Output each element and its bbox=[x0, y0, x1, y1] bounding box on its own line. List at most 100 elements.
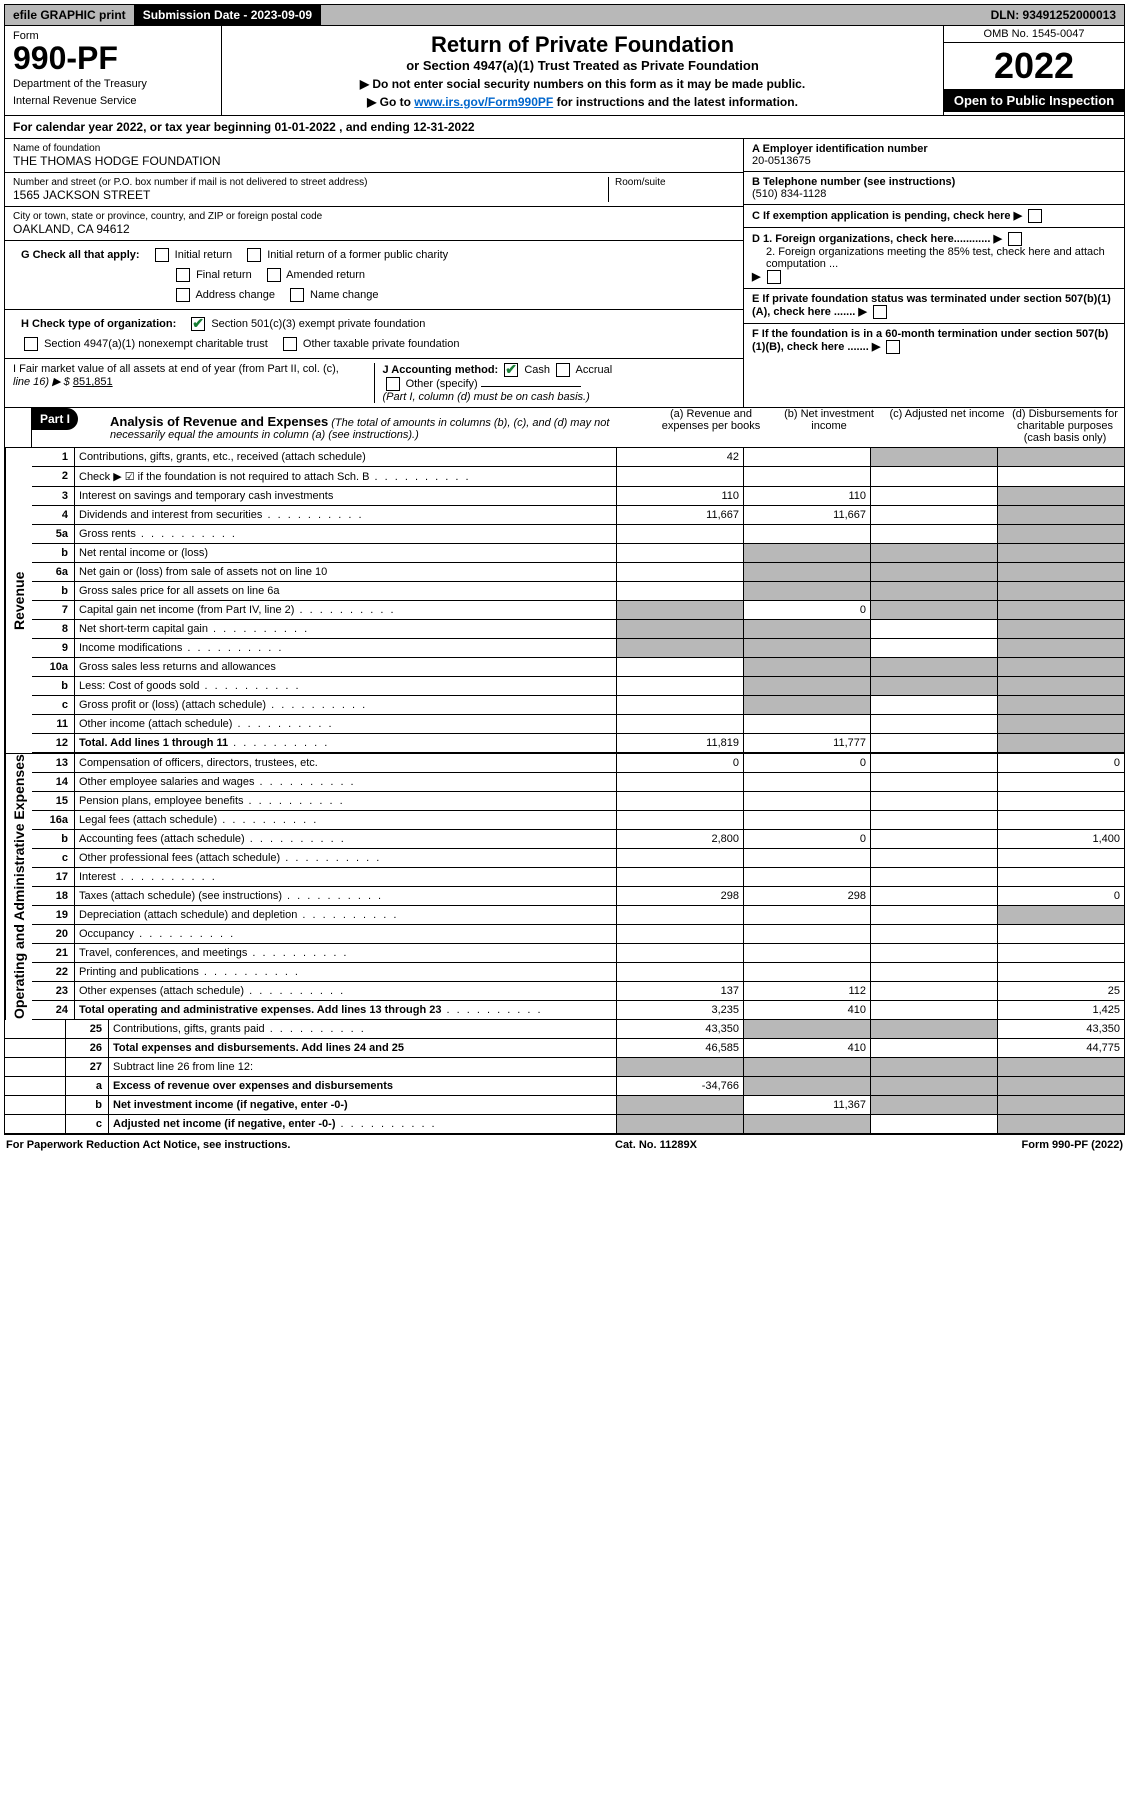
amount-cell bbox=[871, 792, 998, 810]
amount-cell bbox=[871, 487, 998, 505]
table-row: bNet rental income or (loss) bbox=[32, 544, 1124, 563]
amount-cell bbox=[744, 925, 871, 943]
amount-cell bbox=[617, 868, 744, 886]
amount-cell bbox=[871, 696, 998, 714]
table-row: 2Check ▶ ☑ if the foundation is not requ… bbox=[32, 467, 1124, 487]
page-footer: For Paperwork Reduction Act Notice, see … bbox=[4, 1135, 1125, 1155]
amount-cell bbox=[744, 963, 871, 981]
table-row: 1Contributions, gifts, grants, etc., rec… bbox=[32, 448, 1124, 467]
footer-left: For Paperwork Reduction Act Notice, see … bbox=[6, 1139, 290, 1151]
amount-cell bbox=[744, 525, 871, 543]
amount-cell: 0 bbox=[617, 754, 744, 772]
line-number: a bbox=[66, 1077, 109, 1095]
line-description: Travel, conferences, and meetings bbox=[75, 944, 617, 962]
amount-cell bbox=[744, 1058, 871, 1076]
j-cash: Cash bbox=[524, 364, 550, 376]
amended-return-checkbox[interactable] bbox=[267, 268, 281, 282]
footer-right: Form 990-PF (2022) bbox=[1022, 1139, 1123, 1151]
amount-cell bbox=[871, 811, 998, 829]
line-description: Subtract line 26 from line 12: bbox=[109, 1058, 617, 1076]
addr-label: Number and street (or P.O. box number if… bbox=[13, 177, 608, 188]
4947-checkbox[interactable] bbox=[24, 337, 38, 351]
line-description: Contributions, gifts, grants paid bbox=[109, 1020, 617, 1038]
line-number: 25 bbox=[66, 1020, 109, 1038]
part1-badge: Part I bbox=[32, 408, 78, 430]
c-label: C If exemption application is pending, c… bbox=[752, 210, 1011, 222]
amount-cell bbox=[617, 544, 744, 562]
line-number: 4 bbox=[32, 506, 75, 524]
line-description: Net gain or (loss) from sale of assets n… bbox=[75, 563, 617, 581]
f-checkbox[interactable] bbox=[886, 340, 900, 354]
name-change-checkbox[interactable] bbox=[290, 288, 304, 302]
other-taxable-checkbox[interactable] bbox=[283, 337, 297, 351]
initial-return-checkbox[interactable] bbox=[155, 248, 169, 262]
amount-cell bbox=[871, 773, 998, 791]
line-number: 12 bbox=[32, 734, 75, 752]
amount-cell bbox=[871, 1020, 998, 1038]
footer-mid: Cat. No. 11289X bbox=[615, 1139, 697, 1151]
amount-cell bbox=[744, 773, 871, 791]
e-checkbox[interactable] bbox=[873, 305, 887, 319]
form-link[interactable]: www.irs.gov/Form990PF bbox=[414, 95, 553, 109]
cash-checkbox[interactable] bbox=[504, 363, 518, 377]
line-number: 16a bbox=[32, 811, 75, 829]
amount-cell: 44,775 bbox=[998, 1039, 1124, 1057]
line-description: Gross sales price for all assets on line… bbox=[75, 582, 617, 600]
line-description: Net short-term capital gain bbox=[75, 620, 617, 638]
amount-cell bbox=[744, 639, 871, 657]
line-number: 18 bbox=[32, 887, 75, 905]
j-note: (Part I, column (d) must be on cash basi… bbox=[383, 391, 590, 403]
j-accrual: Accrual bbox=[576, 364, 613, 376]
amount-cell bbox=[998, 620, 1124, 638]
line-number: c bbox=[32, 849, 75, 867]
street-address: 1565 JACKSON STREET bbox=[13, 188, 608, 202]
line-description: Contributions, gifts, grants, etc., rece… bbox=[75, 448, 617, 466]
line-description: Legal fees (attach schedule) bbox=[75, 811, 617, 829]
address-change-checkbox[interactable] bbox=[176, 288, 190, 302]
amount-cell: 0 bbox=[744, 830, 871, 848]
j-label: J Accounting method: bbox=[383, 364, 499, 376]
city-label: City or town, state or province, country… bbox=[13, 211, 735, 222]
line-number: 7 bbox=[32, 601, 75, 619]
table-row: cAdjusted net income (if negative, enter… bbox=[5, 1115, 1124, 1134]
line-description: Dividends and interest from securities bbox=[75, 506, 617, 524]
d2-checkbox[interactable] bbox=[767, 270, 781, 284]
initial-public-checkbox[interactable] bbox=[247, 248, 261, 262]
final-return-checkbox[interactable] bbox=[176, 268, 190, 282]
amount-cell: 46,585 bbox=[617, 1039, 744, 1057]
accrual-checkbox[interactable] bbox=[556, 363, 570, 377]
g-opt-1: Final return bbox=[196, 269, 252, 281]
city-state-zip: OAKLAND, CA 94612 bbox=[13, 222, 735, 236]
amount-cell bbox=[744, 1020, 871, 1038]
amount-cell: 11,667 bbox=[744, 506, 871, 524]
amount-cell bbox=[998, 544, 1124, 562]
amount-cell bbox=[744, 1115, 871, 1133]
amount-cell bbox=[744, 811, 871, 829]
cal-mid: , and ending bbox=[336, 120, 413, 134]
amount-cell: 298 bbox=[617, 887, 744, 905]
efile-label[interactable]: efile GRAPHIC print bbox=[5, 5, 135, 25]
line-number: 17 bbox=[32, 868, 75, 886]
amount-cell bbox=[871, 963, 998, 981]
line-number: 23 bbox=[32, 982, 75, 1000]
line-description: Occupancy bbox=[75, 925, 617, 943]
table-row: 17Interest bbox=[32, 868, 1124, 887]
amount-cell bbox=[998, 1077, 1124, 1095]
h-label: H Check type of organization: bbox=[21, 318, 176, 330]
d1-checkbox[interactable] bbox=[1008, 232, 1022, 246]
amount-cell bbox=[871, 944, 998, 962]
amount-cell: 0 bbox=[998, 754, 1124, 772]
line-number: b bbox=[32, 677, 75, 695]
line-number: 1 bbox=[32, 448, 75, 466]
col-c-header: (c) Adjusted net income bbox=[888, 408, 1006, 447]
amount-cell: 43,350 bbox=[617, 1020, 744, 1038]
amount-cell bbox=[998, 563, 1124, 581]
col-a-header: (a) Revenue and expenses per books bbox=[652, 408, 770, 447]
line-description: Check ▶ ☑ if the foundation is not requi… bbox=[75, 467, 617, 486]
c-checkbox[interactable] bbox=[1028, 209, 1042, 223]
501c3-checkbox[interactable] bbox=[191, 317, 205, 331]
amount-cell: 0 bbox=[998, 887, 1124, 905]
other-method-checkbox[interactable] bbox=[386, 377, 400, 391]
form-subtitle: or Section 4947(a)(1) Trust Treated as P… bbox=[232, 58, 933, 73]
amount-cell bbox=[998, 963, 1124, 981]
